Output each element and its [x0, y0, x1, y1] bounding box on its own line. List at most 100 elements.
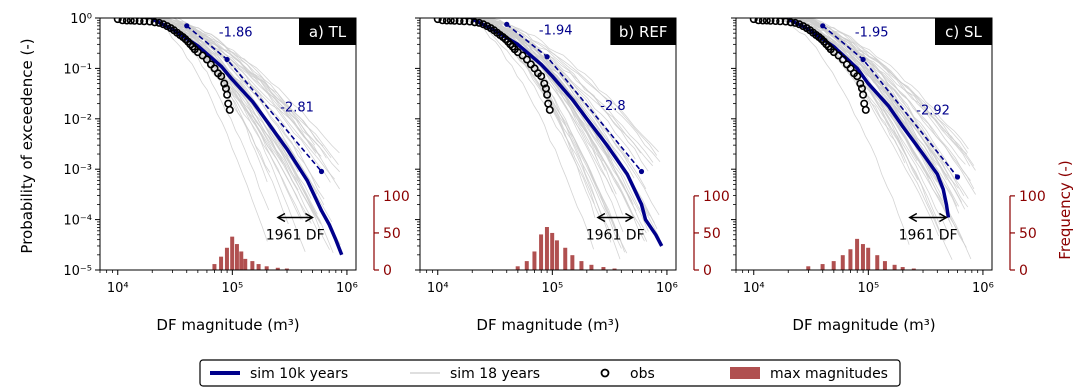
arrow-head-right: [939, 212, 948, 223]
annotation-label: 1961 DF: [266, 228, 325, 244]
sim-18-years-line: [149, 18, 321, 222]
obs-point: [450, 18, 459, 25]
obs-point: [220, 79, 229, 88]
legend-label: sim 10k years: [250, 366, 348, 382]
histogram-tick-label: 0: [1019, 263, 1028, 279]
panel-label-text: a) TL: [309, 23, 347, 41]
histogram-bar: [243, 258, 248, 270]
sim-18-years-line: [158, 18, 319, 233]
y-tick-label: 10⁻³: [63, 163, 92, 178]
sim-10k-line: [151, 18, 344, 256]
obs-point: [522, 55, 531, 64]
slope-label: -1.95: [855, 26, 889, 41]
histogram-bar: [256, 264, 261, 270]
plot-area: -1.86 -2.81: [113, 18, 344, 270]
fit-point: [184, 23, 190, 29]
obs-points: [433, 18, 554, 114]
obs-point: [198, 51, 207, 60]
histogram-bar: [539, 234, 544, 270]
legend-label: obs: [630, 366, 655, 382]
arrow-head-left: [908, 212, 918, 223]
histogram-axis: 0 50 100: [373, 189, 410, 279]
fit-point: [224, 56, 230, 63]
plot-frame: [735, 17, 993, 271]
obs-point: [135, 18, 144, 26]
histogram-bar: [855, 238, 860, 270]
plot-area: -1.95 -2.92: [749, 18, 976, 270]
histogram-bar: [840, 255, 845, 270]
histogram-bar: [860, 244, 865, 270]
plot-frame: [419, 17, 677, 271]
x-tick-label: 10⁴: [743, 281, 765, 296]
legend-swatch: [730, 367, 760, 379]
histogram-bar: [239, 251, 244, 270]
sim-18-years-line: [161, 18, 318, 215]
histogram-bar: [911, 268, 916, 270]
obs-points: [749, 18, 870, 114]
histogram-bar: [275, 267, 280, 270]
obs-point: [224, 99, 233, 108]
obs-point: [749, 18, 758, 24]
slope-label: -1.86: [219, 26, 253, 41]
arrow-head-right: [625, 212, 634, 223]
sim-18-years-line: [785, 18, 972, 260]
y-axis: [731, 17, 736, 271]
obs-point: [540, 79, 549, 88]
x-axis: 10⁴ 10⁵ 10⁶: [99, 270, 358, 296]
histogram: [515, 227, 617, 270]
histogram-bar: [264, 266, 269, 270]
panel-label: a) TL: [299, 18, 356, 45]
obs-point: [446, 18, 455, 25]
obs-point: [479, 20, 488, 29]
panel-label-text: b) REF: [619, 23, 668, 41]
obs-points: [113, 18, 234, 114]
x-axis: 10⁴ 10⁵ 10⁶: [735, 270, 994, 296]
fit-point: [954, 174, 961, 180]
obs-point: [126, 18, 135, 25]
1961-df-annotation: 1961 DF: [586, 212, 645, 244]
sim-18-years-line: [464, 18, 594, 250]
panel-label: c) SL: [935, 18, 992, 45]
obs-point: [860, 99, 869, 108]
fit-point: [544, 54, 550, 60]
sim-18-years-line: [480, 18, 649, 232]
histogram-bar: [524, 261, 529, 270]
obs-point: [202, 55, 211, 64]
1961-df-annotation: 1961 DF: [266, 212, 325, 244]
histogram-bar: [589, 264, 594, 270]
histogram-bar: [224, 247, 229, 270]
1961-df-annotation: 1961 DF: [899, 212, 958, 244]
sim-18-years-line: [161, 18, 330, 250]
legend-entry: obs: [600, 366, 655, 382]
annotation-label: 1961 DF: [586, 228, 645, 244]
obs-point: [118, 18, 127, 25]
histogram-bar: [532, 251, 537, 270]
sim-18-years-line: [149, 18, 311, 223]
histogram-bar: [848, 249, 853, 270]
arrow-head-right: [305, 212, 314, 223]
histogram-axis: 0 50 100: [693, 189, 730, 279]
histogram-tick-label: 0: [383, 263, 392, 279]
x-axis-label: DF magnitude (m³): [156, 316, 299, 334]
x-tick-label: 10⁵: [221, 281, 243, 296]
obs-point: [754, 18, 763, 25]
fit-point: [318, 168, 325, 175]
histogram-bar: [875, 255, 880, 270]
obs-point: [159, 20, 168, 29]
sim-18-years-lines: [461, 18, 661, 260]
panel-label-box: [610, 18, 676, 45]
obs-point: [766, 18, 775, 25]
histogram-bar: [892, 264, 897, 270]
obs-point: [537, 72, 546, 81]
obs-point: [856, 79, 865, 88]
obs-point: [861, 105, 870, 114]
sim-18-years-line: [788, 18, 931, 180]
y-tick-label: 10⁻⁴: [63, 214, 92, 229]
sim-18-years-line: [172, 18, 325, 200]
obs-point: [853, 72, 862, 81]
x-tick-label: 10⁶: [336, 281, 358, 296]
sim-18-years-line: [474, 18, 613, 193]
histogram-bar: [230, 236, 235, 270]
sim-18-years-line: [795, 18, 941, 225]
